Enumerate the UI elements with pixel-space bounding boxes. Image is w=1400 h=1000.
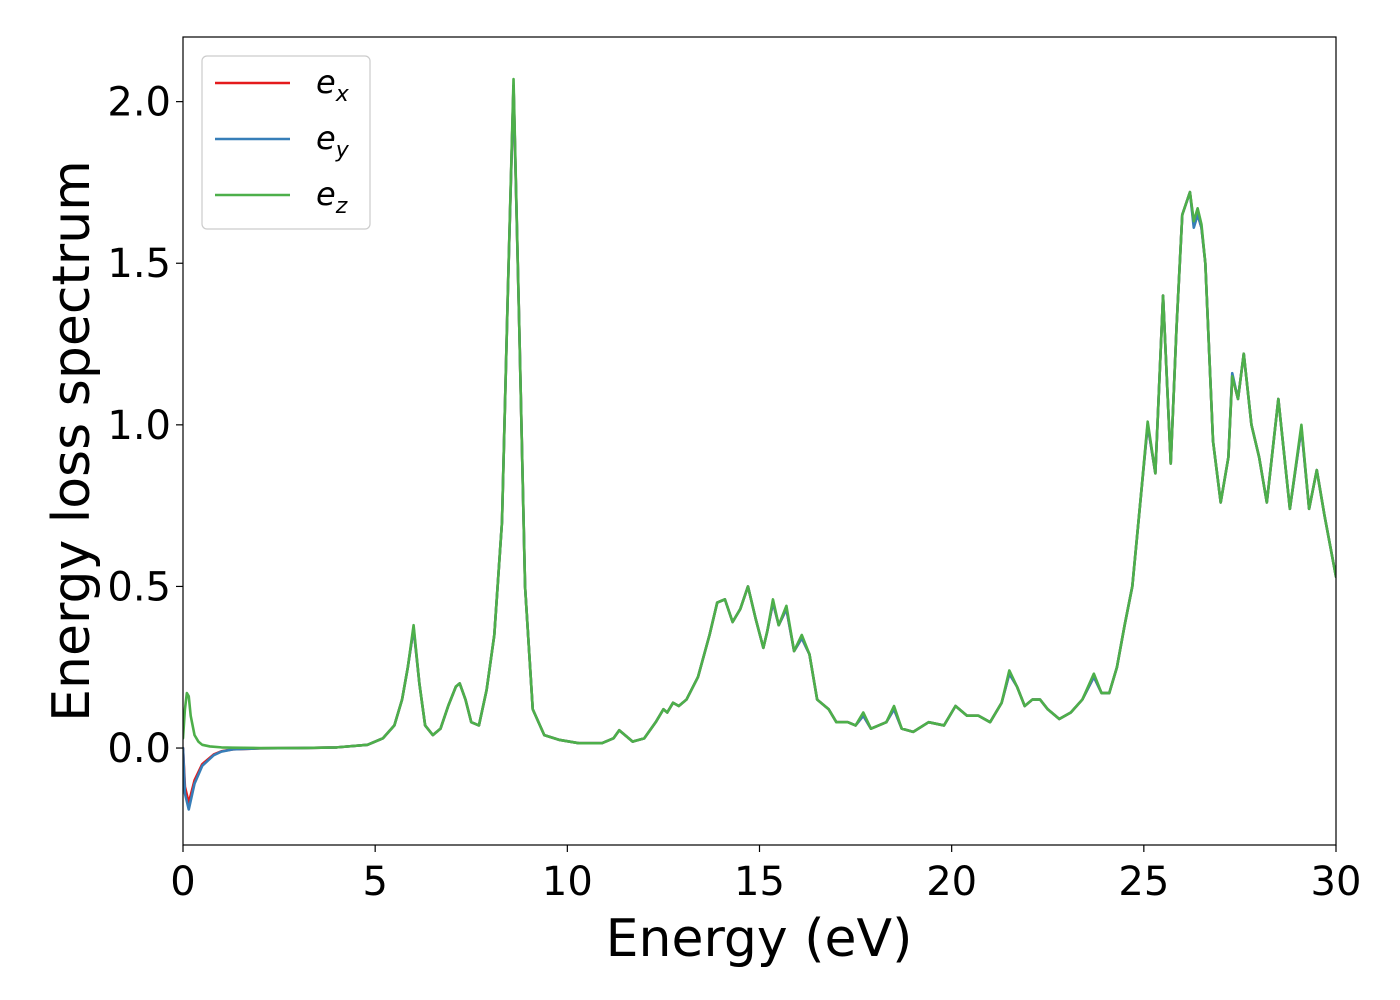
y-tick-label: 0.0 (107, 726, 171, 772)
y-tick-label: 1.5 (107, 241, 171, 287)
y-tick-label: 0.5 (107, 564, 171, 610)
legend-label-e-y: ey (316, 119, 350, 163)
y-axis-ticks: 0.0 0.5 1.0 1.5 2.0 (107, 80, 183, 772)
y-axis-label: Energy loss spectrum (42, 160, 102, 722)
y-tick-label: 1.0 (107, 403, 171, 449)
x-tick-label: 25 (1118, 859, 1169, 905)
legend-label-e-x: ex (316, 63, 350, 107)
legend-label-e-z: ez (316, 175, 348, 219)
x-tick-label: 20 (926, 859, 977, 905)
x-tick-label: 15 (734, 859, 785, 905)
x-tick-label: 30 (1311, 859, 1362, 905)
y-tick-label: 2.0 (107, 80, 171, 126)
x-tick-label: 0 (170, 859, 195, 905)
legend: ex ey ez (201, 55, 371, 230)
x-axis-ticks: 0 5 10 15 20 25 30 (170, 845, 1361, 905)
plot-lines (183, 77, 1336, 811)
series-line-e-z (183, 77, 1336, 750)
x-tick-label: 10 (542, 859, 593, 905)
x-tick-label: 5 (362, 859, 387, 905)
legend-box (201, 55, 371, 230)
x-axis-label: Energy (eV) (606, 909, 913, 969)
